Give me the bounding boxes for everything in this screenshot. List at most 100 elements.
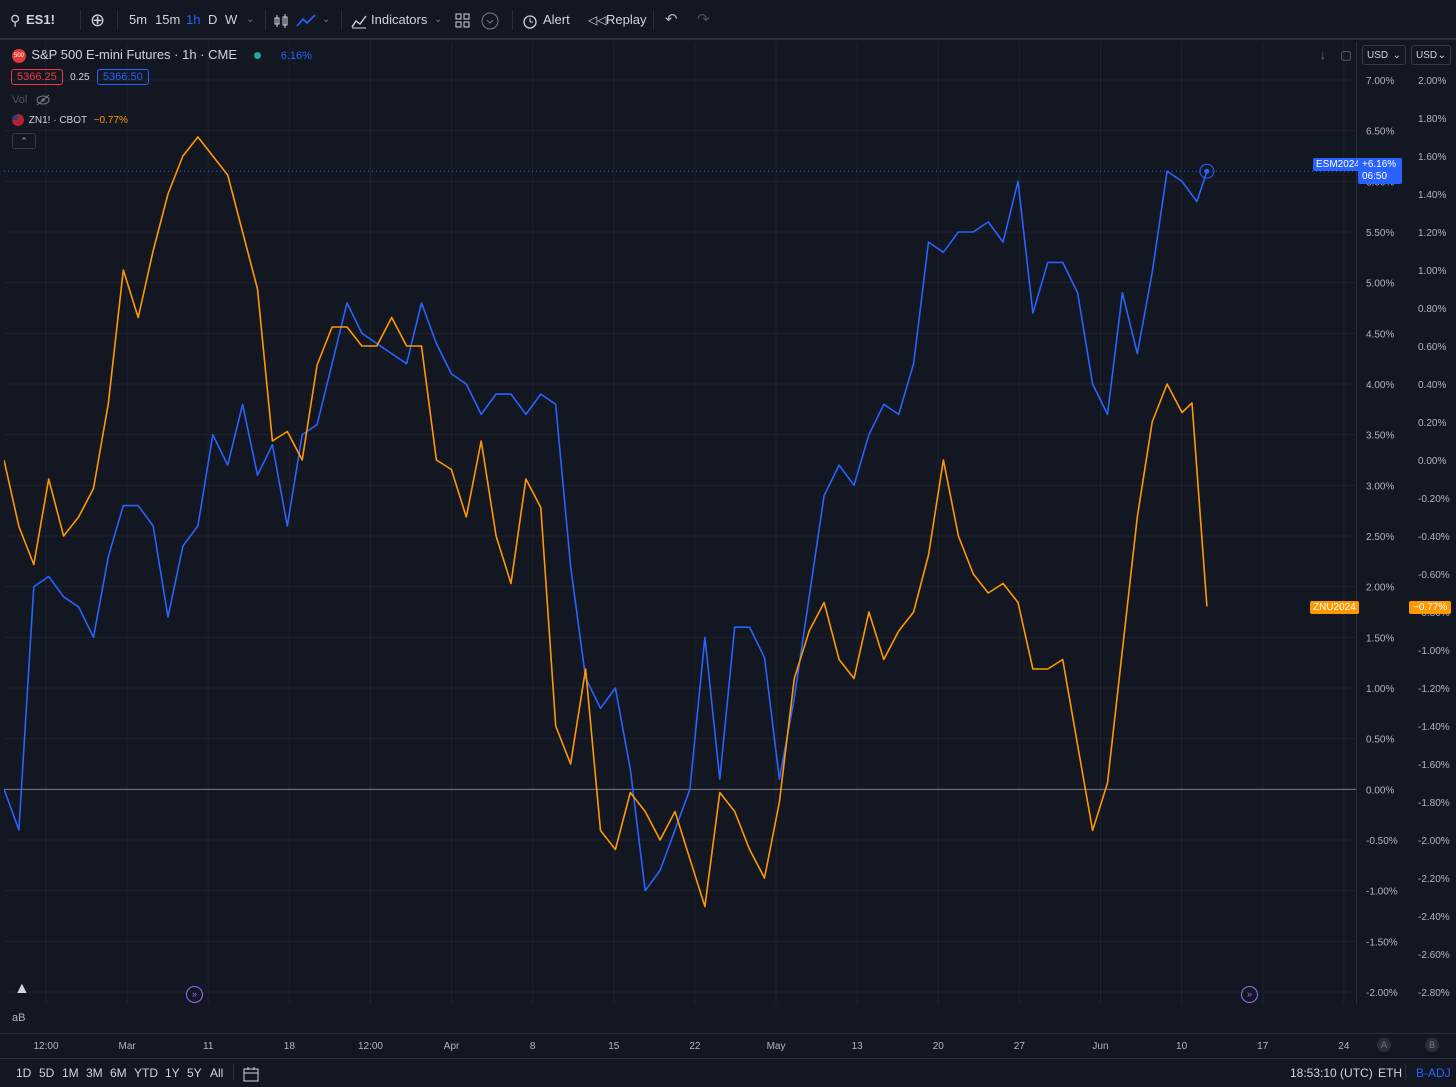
undo-icon[interactable]: ↶ (665, 11, 678, 28)
market-open-dot-icon (254, 52, 262, 60)
right-axis-tick-label: -0.40% (1418, 532, 1450, 543)
collapse-legend-button[interactable]: ⌃ (12, 133, 36, 149)
time-axis-tick-label: 8 (530, 1041, 536, 1052)
left-axis-tick-label: 5.50% (1366, 228, 1394, 239)
right-axis-tick-label: -0.20% (1418, 494, 1450, 505)
interval-1h[interactable]: 1h (186, 12, 201, 27)
left-axis-tick-label: 4.00% (1366, 380, 1394, 391)
alert-icon[interactable] (522, 0, 538, 40)
bid-price-badge[interactable]: 5366.25 (11, 69, 63, 85)
right-price-axis: 2.00% 1.80% 1.60% 1.40% 1.20% 1.00% 0.80% 0.60%… (1418, 76, 1450, 999)
right-currency-select[interactable]: USD ⌄ (1411, 45, 1451, 65)
price-axes[interactable]: 7.00%6.50%6.00%5.50%5.00%4.50%4.00%3.50%… (1356, 42, 1456, 1004)
chart-svg[interactable] (3, 42, 1356, 1004)
es-symbol-tag: ESM2024 (1316, 159, 1360, 170)
chevron-down-icon[interactable]: ⌄ (434, 14, 443, 25)
indicators-button[interactable]: Indicators (371, 12, 428, 27)
right-axis-tick-label: 1.80% (1418, 114, 1446, 125)
left-axis-tick-label: 0.00% (1366, 785, 1394, 796)
right-axis-tick-label: 1.60% (1418, 152, 1446, 163)
time-axis[interactable]: 12:00 Mar 11 18 12:00 Apr 8 15 22 May 13 20 27 Jun 10 1… (0, 1033, 1456, 1056)
right-axis-tick-label: 1.20% (1418, 228, 1446, 239)
range-3m[interactable]: 3M (86, 1066, 103, 1080)
add-symbol-icon[interactable]: ⊕ (90, 10, 106, 30)
toolbar-divider (512, 10, 513, 30)
range-1d[interactable]: 1D (16, 1066, 32, 1080)
left-currency-select[interactable]: USD ⌄ (1362, 45, 1406, 65)
alert-button[interactable]: Alert (543, 12, 570, 27)
indicators-icon[interactable] (351, 0, 367, 40)
adjust-toggle[interactable]: B-ADJ (1416, 1066, 1451, 1080)
interval-d[interactable]: D (208, 12, 218, 27)
zn-last-value: −0.77% (1409, 601, 1452, 614)
zn-price-label: ZNU2024 (1310, 601, 1359, 614)
session-toggle[interactable]: ETH (1378, 1066, 1402, 1080)
right-axis-tick-label: -2.80% (1418, 988, 1450, 999)
log-scale-button[interactable]: B (1425, 1038, 1439, 1052)
range-5d[interactable]: 5D (39, 1066, 55, 1080)
left-axis-tick-label: 3.00% (1366, 481, 1394, 492)
interval-w[interactable]: W (225, 12, 238, 27)
time-axis-tick-label: Mar (118, 1041, 136, 1052)
right-axis-tick-label: -2.20% (1418, 874, 1450, 885)
jump-to-realtime-right-icon[interactable]: » (1241, 986, 1258, 1003)
font-size-icon[interactable]: aB (12, 1012, 26, 1024)
main-series-legend[interactable]: 500 S&P 500 E-mini Futures · 1h · CME 6.… (12, 47, 312, 63)
replay-icon[interactable]: ◁◁ (588, 13, 607, 27)
chevron-down-icon[interactable]: ⌄ (322, 14, 331, 25)
templates-icon-glyph (481, 12, 499, 30)
chevron-down-icon[interactable]: ⌄ (246, 14, 255, 25)
sp500-logo-icon: 500 (12, 48, 26, 63)
zero-line (4, 170, 1356, 790)
range-all[interactable]: All (210, 1066, 224, 1080)
chart-pane[interactable] (3, 42, 1357, 1004)
layouts-icon[interactable] (455, 0, 471, 40)
ask-price-badge[interactable]: 5366.50 (96, 69, 149, 85)
compare-series-title: ZN1! · CBOT (28, 114, 87, 126)
right-axis-tick-label: 2.00% (1418, 76, 1446, 87)
volume-legend[interactable]: Vol (12, 94, 50, 106)
main-series-change: 6.16% (280, 50, 312, 62)
go-to-date-icon[interactable] (243, 1059, 259, 1085)
clock-label[interactable]: 18:53:10 (UTC) (1290, 1066, 1373, 1080)
time-axis-tick-label: 18 (284, 1041, 296, 1052)
time-axis-tick-label: May (767, 1041, 786, 1052)
range-6m[interactable]: 6M (110, 1066, 127, 1080)
left-axis-tick-label: 2.00% (1366, 583, 1394, 594)
time-axis-tick-label: 17 (1257, 1041, 1269, 1052)
compare-series-legend[interactable]: ZN1! · CBOT −0.77% (12, 114, 128, 126)
range-ytd[interactable]: YTD (134, 1066, 158, 1080)
interval-15m[interactable]: 15m (155, 12, 181, 27)
time-axis-tick-label: 20 (933, 1041, 945, 1052)
left-axis-tick-label: -2.00% (1366, 988, 1398, 999)
left-currency-value: USD (1367, 50, 1389, 61)
interval-5m[interactable]: 5m (129, 12, 148, 27)
symbol-label[interactable]: ES1! (26, 12, 55, 27)
left-axis-tick-label: 1.00% (1366, 684, 1394, 695)
eye-hidden-icon[interactable] (36, 94, 50, 106)
scroll-down-icon[interactable]: ↓ (1320, 48, 1326, 62)
quote-row: 5366.25 0.25 5366.50 (11, 69, 149, 85)
range-1y[interactable]: 1Y (165, 1066, 180, 1080)
range-1m[interactable]: 1M (62, 1066, 79, 1080)
replay-button[interactable]: Replay (606, 12, 647, 27)
time-axis-tick-label: 24 (1338, 1041, 1350, 1052)
time-axis-tick-label: 11 (203, 1041, 214, 1052)
redo-icon[interactable]: ↷ (697, 11, 710, 28)
tradingview-logo-icon[interactable]: ▲ (14, 980, 30, 997)
right-axis-tick-label: -1.00% (1418, 646, 1450, 657)
range-5y[interactable]: 5Y (187, 1066, 202, 1080)
symbol-search-icon[interactable]: ⚲ (10, 12, 21, 28)
right-axis-tick-label: 0.80% (1418, 304, 1446, 315)
series-layer (3, 136, 1208, 908)
time-axis-tick-label: Jun (1092, 1041, 1108, 1052)
line-chart-icon-glyph (296, 13, 316, 27)
templates-icon[interactable] (481, 0, 499, 40)
candles-icon[interactable] (273, 0, 289, 40)
right-axis-tick-label: -1.80% (1418, 798, 1450, 809)
jump-to-realtime-left-icon[interactable]: » (186, 986, 203, 1003)
bottom-toolbar: 1D 5D 1M 3M 6M YTD 1Y 5Y All 18:53:10 (U… (0, 1058, 1456, 1085)
line-chart-icon[interactable] (296, 0, 316, 40)
auto-scale-button[interactable]: A (1377, 1038, 1391, 1052)
fit-screen-icon[interactable]: ▢ (1340, 48, 1352, 62)
